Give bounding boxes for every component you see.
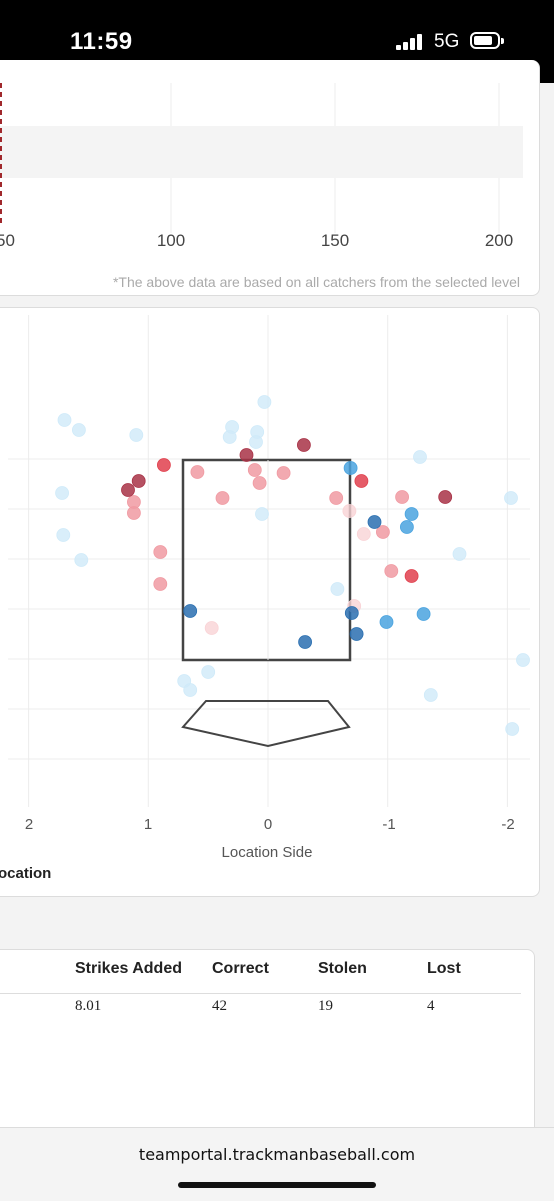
- url-text[interactable]: teamportal.trackmanbaseball.com: [138, 1145, 416, 1164]
- pitch-point: [247, 463, 262, 477]
- strike-zone: [181, 458, 352, 662]
- signal-icon: [396, 34, 428, 50]
- pitch-point: [438, 490, 453, 504]
- pitch-point: [257, 395, 272, 409]
- pitch-point: [126, 506, 141, 520]
- stats-table-card: [0, 949, 535, 1139]
- pitch-point: [222, 430, 237, 444]
- tick-label: 200: [485, 231, 513, 250]
- pitch-point: [215, 491, 230, 505]
- cell-stolen: 19: [318, 998, 333, 1014]
- pitch-point: [516, 653, 530, 667]
- pitch-point: [344, 606, 359, 620]
- header-lost: Lost: [427, 960, 461, 977]
- pitch-point: [121, 483, 135, 497]
- pitch-point: [413, 450, 427, 464]
- tick-label: 150: [321, 231, 349, 250]
- pitch-point: [57, 413, 72, 427]
- pitch-point: [423, 688, 438, 702]
- pitch-point: [399, 520, 414, 534]
- pitch-point: [379, 615, 394, 629]
- home-plate: [181, 700, 351, 748]
- pitch-point: [156, 458, 171, 472]
- x-tick-label: 0: [264, 816, 272, 833]
- pitch-point: [129, 428, 144, 442]
- x-tick-label: 2: [25, 816, 33, 833]
- pitch-point: [239, 448, 254, 462]
- pitch-point: [298, 635, 313, 649]
- header-correct: Correct: [212, 960, 269, 977]
- pitch-point: [404, 569, 419, 583]
- cell-strikes-added: 8.01: [75, 998, 102, 1014]
- pitch-point: [452, 547, 467, 561]
- cell-lost: 4: [427, 998, 435, 1014]
- cell-correct: 42: [212, 998, 227, 1014]
- pitch-point: [354, 474, 369, 488]
- pitch-point: [276, 466, 291, 480]
- pitch-point: [74, 553, 89, 567]
- pitch-point: [504, 491, 518, 505]
- pitch-point: [356, 527, 371, 541]
- pitch-point: [296, 438, 311, 452]
- x-tick-label: -1: [382, 816, 395, 833]
- pitch-point: [183, 604, 198, 618]
- pitch-point: [255, 507, 269, 521]
- pitch-point: [367, 515, 382, 529]
- chart-title-partial: ocation: [0, 865, 51, 882]
- footnote: *The above data are based on all catcher…: [113, 274, 520, 290]
- x-axis-label: Location Side: [222, 844, 313, 861]
- pitch-point: [330, 582, 345, 596]
- pitch-point: [342, 504, 357, 518]
- pitch-point: [153, 545, 168, 559]
- pitch-point: [416, 607, 431, 621]
- pitch-point: [349, 627, 364, 641]
- pitch-location-chart: 2 1 0 -1 -2 Location Side ocation: [0, 315, 530, 882]
- pitch-point: [384, 564, 399, 578]
- pitch-point: [56, 528, 71, 542]
- pitch-point: [72, 423, 86, 437]
- pitch-point: [329, 491, 344, 505]
- top-bar-chart: 50 100 150 200 *The above data are based…: [0, 83, 523, 290]
- pitch-point: [190, 465, 205, 479]
- pitch-point: [249, 435, 263, 449]
- tick-label: 100: [157, 231, 185, 250]
- home-indicator[interactable]: [178, 1182, 376, 1188]
- battery-icon: [470, 32, 504, 49]
- header-strikes-added: Strikes Added: [75, 960, 182, 977]
- pitch-point: [153, 577, 168, 591]
- browser-address-bar[interactable]: [0, 1127, 554, 1201]
- pitch-point: [375, 525, 390, 539]
- status-time: 11:59: [70, 28, 133, 55]
- pitch-point: [505, 722, 520, 736]
- pitch-point: [252, 476, 267, 490]
- pitch-point: [55, 486, 69, 500]
- x-tick-label: 1: [144, 816, 152, 833]
- network-label: 5G: [434, 31, 460, 52]
- pitch-point: [395, 490, 410, 504]
- pitch-point: [404, 507, 419, 521]
- tick-label: 50: [0, 231, 15, 250]
- header-stolen: Stolen: [318, 960, 367, 977]
- pitch-point: [204, 621, 219, 635]
- pitch-point: [183, 683, 198, 697]
- table-divider: [0, 993, 521, 994]
- pitch-point: [201, 665, 216, 679]
- pitch-point: [131, 474, 146, 488]
- pitch-point: [343, 461, 358, 475]
- x-tick-label: -2: [501, 816, 514, 833]
- range-bar: [0, 126, 523, 178]
